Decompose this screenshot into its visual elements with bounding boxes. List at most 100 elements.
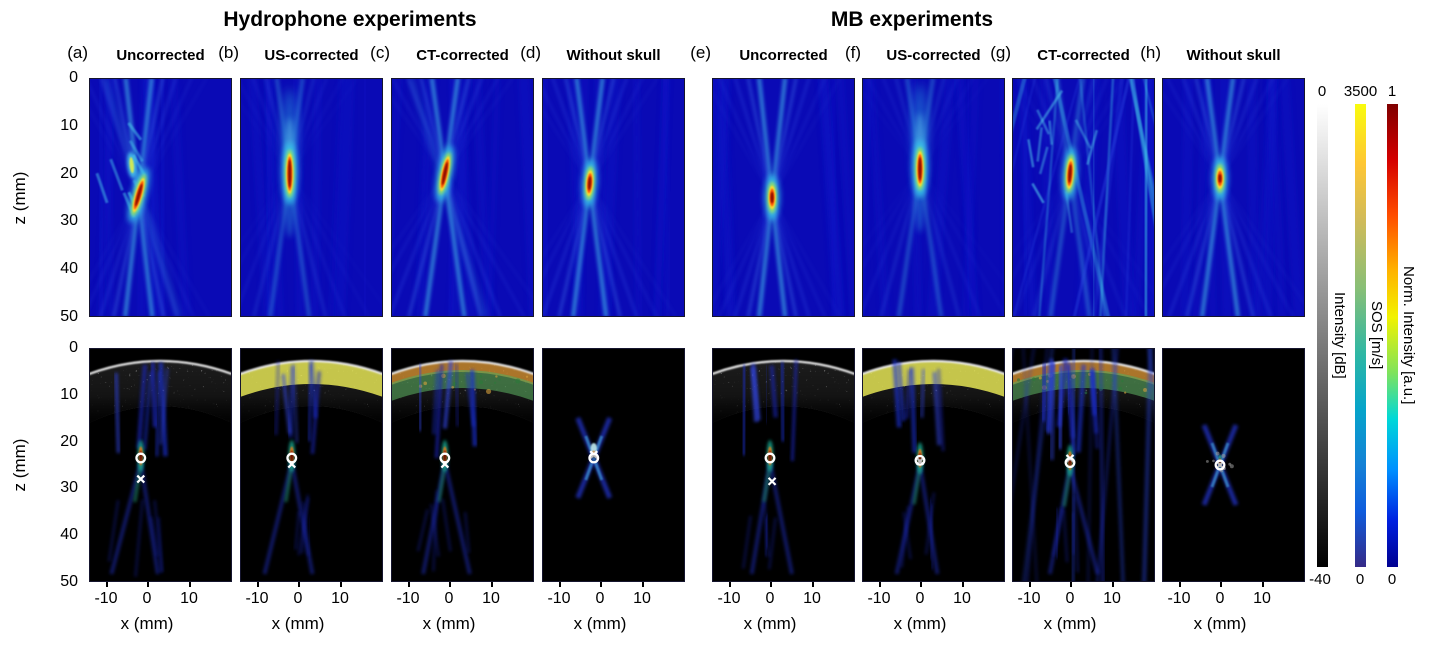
panel-letter-g: (g) — [990, 43, 1011, 62]
overlay-map-d — [542, 348, 685, 582]
colorbar-intensity-label: Intensity [dB] — [1331, 292, 1348, 379]
x-tick-label: 0 — [293, 590, 303, 607]
z-tick-label: 0 — [69, 69, 78, 86]
panel-title-b: US-corrected — [264, 47, 359, 64]
panel-letter-h: (h) — [1140, 43, 1161, 62]
target-circle-marker — [764, 452, 776, 464]
x-axis-label: x (mm) — [1193, 614, 1247, 633]
x-tick-label: 0 — [1065, 590, 1075, 607]
overlay-map-b — [240, 348, 383, 582]
panel-letter-f: (f) — [844, 43, 861, 62]
x-tick-label: 10 — [953, 590, 971, 607]
x-tick-label: 10 — [331, 590, 349, 607]
colorbar-norm-intensity — [1387, 104, 1398, 567]
x-tick-label: -10 — [1167, 590, 1191, 607]
target-circle-marker — [439, 452, 451, 464]
x-tick-label: 0 — [1215, 590, 1225, 607]
panel-letter-b: (b) — [218, 43, 239, 62]
z-axis-label: z (mm) — [10, 438, 29, 492]
x-tick-label: 0 — [142, 590, 152, 607]
x-tick-label: -10 — [717, 590, 741, 607]
beam-map-h — [1162, 78, 1305, 317]
target-circle-marker — [914, 454, 926, 466]
x-tick-mark — [408, 582, 410, 587]
panel-letter-c: (c) — [370, 43, 390, 62]
colorbar-norm-top-tick: 1 — [1387, 83, 1397, 100]
target-circle-marker — [135, 452, 147, 464]
x-tick-label: 10 — [1103, 590, 1121, 607]
x-tick-mark — [340, 582, 342, 587]
x-tick-mark — [1262, 582, 1264, 587]
x-tick-mark — [1220, 582, 1222, 587]
x-tick-mark — [1029, 582, 1031, 587]
x-tick-label: 10 — [803, 590, 821, 607]
x-tick-mark — [879, 582, 881, 587]
colorbar-intensity-db — [1317, 104, 1328, 567]
colorbar-sos-top-tick: 3500 — [1343, 83, 1378, 100]
colorbar-intensity-bottom-tick: -40 — [1309, 571, 1331, 588]
z-tick-label: 10 — [60, 385, 78, 403]
x-tick-mark — [1112, 582, 1114, 587]
z-tick-label: 50 — [60, 573, 78, 590]
target-circle-marker — [588, 452, 600, 464]
panel-title-d: Without skull — [566, 47, 661, 64]
overlay-map-f — [862, 348, 1005, 582]
colorbar-sos-label: SOS [m/s] — [1368, 301, 1385, 370]
x-tick-label: -10 — [94, 590, 118, 607]
z-axis-label: z (mm) — [10, 171, 29, 224]
x-axis-label: x (mm) — [573, 614, 627, 633]
panel-letter-e: (e) — [690, 43, 711, 62]
colorbar-norm-bottom-tick: 0 — [1387, 571, 1397, 588]
focus-x-marker — [136, 474, 146, 484]
target-circle-marker — [1214, 459, 1226, 471]
overlay-map-a — [89, 348, 232, 582]
overlay-map-c — [391, 348, 534, 582]
x-tick-mark — [298, 582, 300, 587]
x-tick-mark — [729, 582, 731, 587]
x-tick-label: 10 — [180, 590, 198, 607]
colorbar-intensity-top-tick: 0 — [1317, 83, 1327, 100]
x-tick-label: 10 — [633, 590, 651, 607]
panel-title-c: CT-corrected — [416, 47, 509, 64]
x-tick-label: 10 — [1253, 590, 1271, 607]
target-circle-marker — [286, 452, 298, 464]
overlay-map-e — [712, 348, 855, 582]
panel-letter-a: (a) — [67, 43, 88, 62]
beam-map-f — [862, 78, 1005, 317]
x-tick-label: -10 — [1017, 590, 1041, 607]
x-axis-label: x (mm) — [271, 614, 325, 633]
x-tick-label: -10 — [547, 590, 571, 607]
group-title-hydrophone: Hydrophone experiments — [223, 8, 477, 31]
x-tick-mark — [812, 582, 814, 587]
beam-map-b — [240, 78, 383, 317]
overlay-map-h — [1162, 348, 1305, 582]
z-tick-label: 0 — [69, 339, 78, 356]
x-tick-label: 0 — [765, 590, 775, 607]
x-axis-label: x (mm) — [743, 614, 797, 633]
x-tick-label: 10 — [482, 590, 500, 607]
target-circle-marker — [1064, 457, 1076, 469]
colorbar-sos-bottom-tick: 0 — [1355, 571, 1365, 588]
x-tick-mark — [920, 582, 922, 587]
z-tick-label: 40 — [60, 526, 78, 544]
x-tick-mark — [600, 582, 602, 587]
x-tick-mark — [449, 582, 451, 587]
x-tick-mark — [491, 582, 493, 587]
beam-map-c — [391, 78, 534, 317]
z-tick-label: 30 — [60, 212, 78, 230]
x-tick-mark — [106, 582, 108, 587]
x-tick-label: -10 — [867, 590, 891, 607]
beam-map-g — [1012, 78, 1155, 317]
z-tick-label: 20 — [60, 432, 78, 450]
z-tick-label: 20 — [60, 164, 78, 182]
x-tick-label: -10 — [396, 590, 420, 607]
focus-x-marker — [1215, 460, 1225, 470]
x-tick-mark — [642, 582, 644, 587]
x-axis-label: x (mm) — [893, 614, 947, 633]
panel-letter-d: (d) — [520, 43, 541, 62]
x-tick-label: 0 — [444, 590, 454, 607]
z-tick-label: 40 — [60, 260, 78, 278]
x-tick-mark — [559, 582, 561, 587]
beam-map-e — [712, 78, 855, 317]
